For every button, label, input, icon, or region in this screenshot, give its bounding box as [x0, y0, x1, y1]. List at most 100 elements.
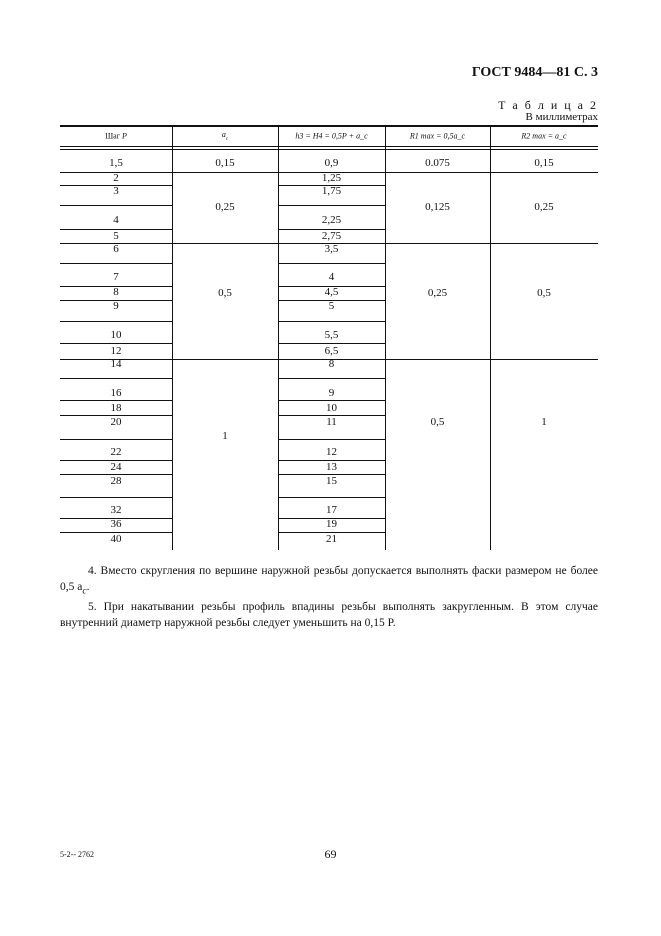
pitch-cell: 3 — [113, 185, 119, 197]
row-divider — [60, 532, 172, 533]
row-divider — [278, 400, 385, 401]
row-divider — [60, 343, 172, 344]
row-divider — [278, 439, 385, 440]
r2-cell: 0,5 — [537, 287, 551, 299]
row-divider — [60, 460, 172, 461]
table-title: Т а б л и ц а 2 — [498, 98, 598, 112]
h3-cell: 9 — [328, 387, 335, 399]
r1-cell: 0,25 — [427, 287, 448, 299]
h3-cell: 8 — [328, 358, 335, 370]
pitch-cell: 22 — [110, 446, 122, 458]
h3-cell: 0,9 — [324, 157, 339, 169]
h3-cell: 6,5 — [324, 345, 339, 357]
column-divider — [278, 125, 279, 550]
h3-cell: 3,5 — [324, 243, 339, 255]
r2-cell: 1 — [541, 416, 547, 428]
row-divider — [60, 172, 598, 173]
row-divider — [278, 321, 385, 322]
pitch-cell: 40 — [110, 533, 122, 545]
ac-cell: 0,25 — [215, 201, 235, 213]
row-divider — [278, 378, 385, 379]
pitch-cell: 7 — [113, 271, 119, 283]
note-4: 4. Вместо скругления по вершине наружной… — [60, 565, 598, 597]
h3-cell: 21 — [326, 533, 337, 545]
row-divider — [60, 300, 172, 301]
r2-cell: 0,15 — [534, 157, 554, 169]
row-divider — [60, 205, 172, 206]
h3-cell: 4 — [328, 271, 335, 283]
h3-cell: 5,5 — [324, 329, 339, 341]
h3-cell: 13 — [326, 461, 337, 473]
row-divider — [278, 497, 385, 498]
row-divider — [60, 474, 172, 475]
column-header-1: aс — [221, 130, 229, 142]
table-units: В миллиметрах — [525, 111, 598, 123]
row-divider — [60, 286, 172, 287]
r1-cell: 0,5 — [430, 416, 445, 428]
column-header-0: Шаг P — [105, 131, 127, 141]
row-divider — [278, 518, 385, 519]
row-divider — [60, 497, 172, 498]
row-divider — [60, 400, 172, 401]
h3-cell: 11 — [326, 416, 337, 428]
h3-cell: 15 — [326, 475, 337, 487]
row-divider — [60, 415, 172, 416]
r2-cell: 0,25 — [534, 201, 554, 213]
row-divider — [278, 263, 385, 264]
row-divider — [60, 263, 172, 264]
row-divider — [278, 343, 385, 344]
h3-cell: 17 — [326, 504, 337, 516]
row-divider — [60, 125, 598, 127]
row-divider — [60, 439, 172, 440]
row-divider — [60, 229, 172, 230]
h3-cell: 19 — [326, 518, 337, 530]
pitch-cell: 1,5 — [109, 157, 123, 169]
column-divider — [385, 125, 386, 550]
notes: 4. Вместо скругления по вершине наружной… — [60, 563, 598, 631]
row-divider — [60, 149, 598, 150]
row-divider — [60, 185, 172, 186]
column-header-4: R2 max = a_c — [521, 131, 567, 141]
row-divider — [278, 460, 385, 461]
pitch-cell: 20 — [110, 416, 122, 428]
pitch-cell: 4 — [113, 214, 119, 226]
h3-cell: 12 — [326, 446, 337, 458]
page-number: 69 — [324, 847, 337, 861]
row-divider — [278, 205, 385, 206]
row-divider — [60, 243, 598, 244]
row-divider — [278, 474, 385, 475]
row-divider — [278, 286, 385, 287]
pitch-cell: 18 — [110, 402, 122, 414]
row-divider — [278, 229, 385, 230]
column-divider — [490, 125, 491, 550]
row-divider — [278, 415, 385, 416]
pitch-cell: 9 — [113, 300, 119, 312]
ac-cell: 1 — [222, 430, 228, 442]
pitch-cell: 5 — [113, 230, 119, 242]
pitch-cell: 12 — [110, 345, 122, 357]
pitch-cell: 24 — [110, 461, 122, 473]
column-header-3: R1 max = 0,5a_c — [409, 131, 466, 141]
h3-cell: 2,75 — [321, 230, 342, 242]
h3-cell: 2,25 — [321, 214, 342, 226]
column-divider — [172, 125, 173, 550]
row-divider — [60, 378, 172, 379]
row-divider — [60, 518, 172, 519]
row-divider — [60, 321, 172, 322]
r1-cell: 0,125 — [425, 201, 450, 213]
note-5: 5. При накатывании резьбы профиль впадин… — [60, 601, 598, 630]
row-divider — [278, 185, 385, 186]
row-divider — [278, 532, 385, 533]
pitch-cell: 16 — [110, 387, 122, 399]
pitch-cell: 2 — [113, 172, 119, 184]
r1-cell: 0.075 — [425, 157, 450, 169]
h3-cell: 1,75 — [321, 185, 342, 197]
pitch-cell: 10 — [110, 329, 122, 341]
pitch-cell: 32 — [110, 504, 122, 516]
h3-cell: 4,5 — [324, 286, 339, 298]
document-header: ГОСТ 9484—81 С. 3 — [471, 65, 598, 80]
row-divider — [278, 300, 385, 301]
h3-cell: 1,25 — [321, 172, 342, 184]
h3-cell: 5 — [328, 300, 335, 312]
